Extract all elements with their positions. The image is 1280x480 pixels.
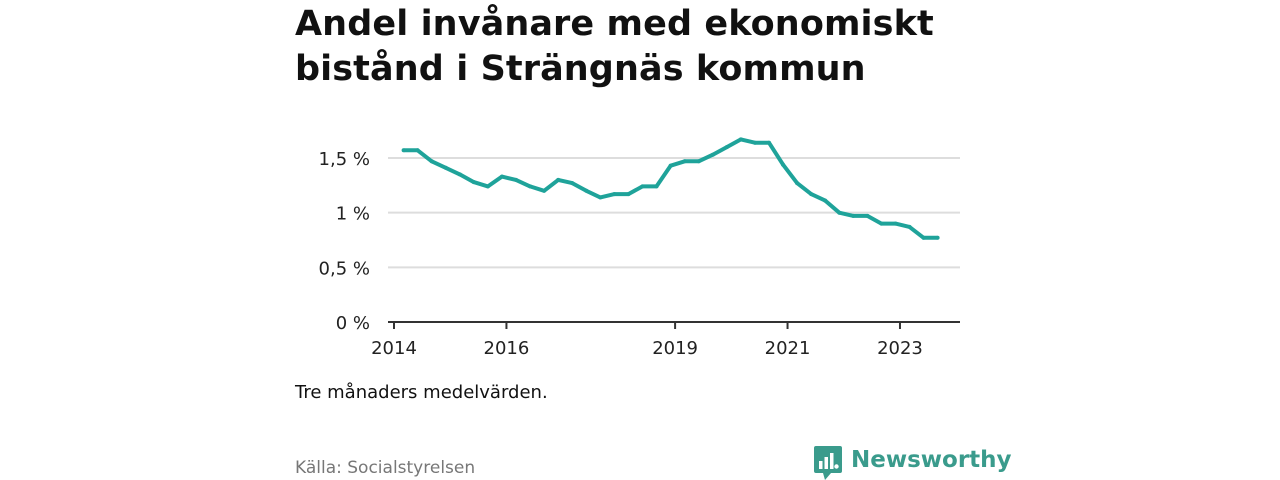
data-point [696, 159, 701, 164]
chart-title: Andel invånare med ekonomiskt bistånd i … [295, 4, 934, 89]
data-point [528, 184, 533, 189]
data-point [471, 180, 476, 185]
data-point [499, 174, 504, 179]
y-tick-label: 1 % [336, 204, 370, 225]
x-tick-label: 2019 [652, 338, 698, 359]
y-tick-label: 1,5 % [319, 149, 370, 170]
data-point [654, 184, 659, 189]
data-point [795, 181, 800, 186]
data-point [682, 159, 687, 164]
newsworthy-logo-icon [814, 446, 842, 480]
data-point [935, 235, 940, 240]
series-line [403, 137, 938, 240]
data-point [401, 148, 406, 153]
data-point [429, 159, 434, 164]
data-point [457, 172, 462, 177]
data-point [556, 177, 561, 182]
data-point [879, 221, 884, 226]
data-point [781, 162, 785, 167]
x-tick-label: 2021 [765, 338, 811, 359]
data-point [626, 192, 631, 197]
data-point [907, 224, 912, 229]
data-point [598, 195, 603, 200]
data-point [893, 221, 898, 226]
y-tick-label: 0,5 % [319, 258, 370, 279]
brand-name: Newsworthy [851, 447, 1012, 473]
data-point [752, 140, 757, 145]
data-point [767, 140, 771, 145]
chart-note: Tre månaders medelvärden. [295, 382, 548, 403]
data-point [710, 152, 715, 157]
data-point [837, 210, 842, 215]
data-point [570, 181, 575, 186]
y-tick-label: 0 % [336, 313, 370, 334]
data-point [823, 198, 828, 203]
data-point [921, 235, 926, 240]
data-point [865, 213, 870, 218]
data-point [514, 177, 518, 182]
data-point [738, 137, 743, 142]
data-point [415, 148, 420, 153]
x-tick-label: 2023 [877, 338, 923, 359]
data-point [443, 165, 448, 170]
data-point [851, 213, 856, 218]
data-point [724, 145, 729, 150]
x-tick-label: 2016 [484, 338, 530, 359]
data-point [809, 192, 814, 197]
data-point [584, 188, 589, 193]
data-point [542, 188, 547, 193]
data-point [640, 184, 645, 189]
x-tick-label: 2014 [371, 338, 417, 359]
data-point [668, 163, 673, 168]
data-point [612, 192, 617, 197]
source-text: Källa: Socialstyrelsen [295, 458, 476, 478]
data-point [485, 184, 490, 189]
